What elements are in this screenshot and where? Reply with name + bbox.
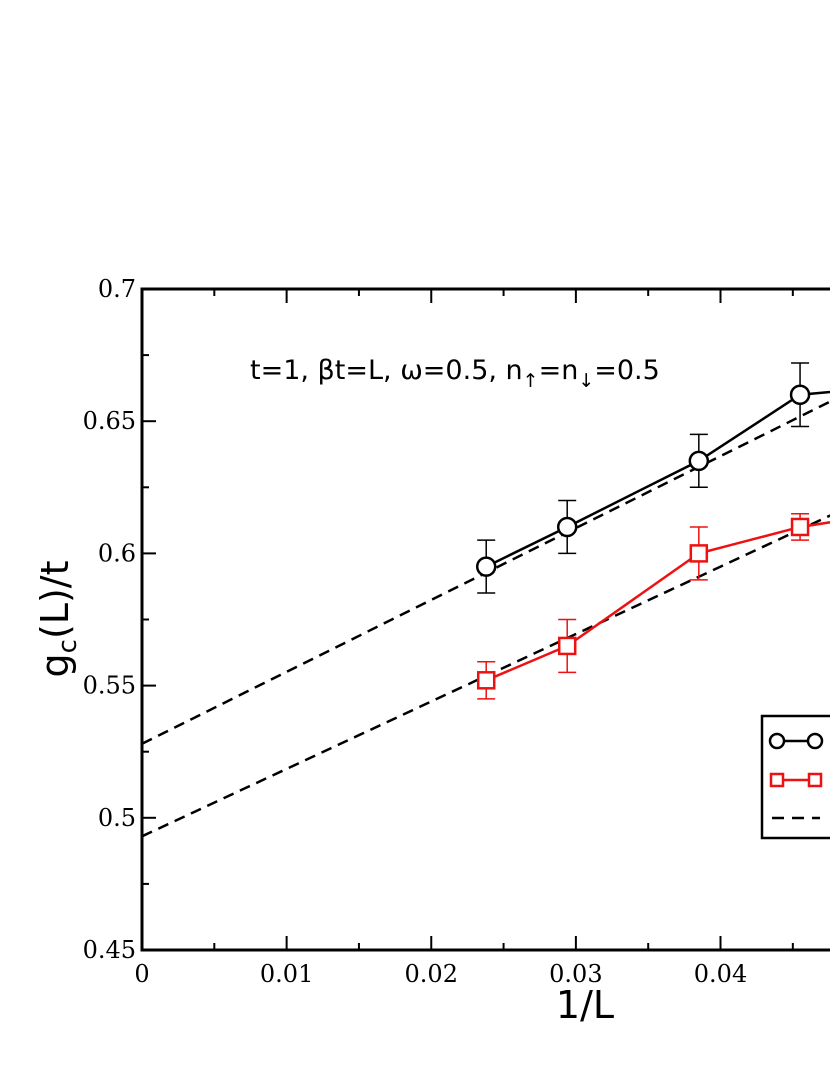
- x-tick-label: 0.02: [405, 960, 458, 988]
- x-tick-label: 0.04: [694, 960, 747, 988]
- y-axis-title: gc(L)/t: [33, 561, 83, 678]
- series-1-point: [475, 556, 497, 577]
- series-1-point: [556, 516, 578, 538]
- parameter-annotation: t=1, βt=L, ω=0.5, n↑=n↓=0.5: [250, 355, 660, 392]
- x-tick-label: 0.01: [260, 960, 313, 988]
- legend-series-1-marker: [768, 732, 786, 750]
- y-axis-title-rest: (L)/t: [33, 561, 77, 640]
- plot-border: [140, 287, 830, 952]
- y-tick-label: 0.45: [83, 936, 136, 964]
- y-tick-label: 0.5: [98, 804, 136, 832]
- series-1-point: [688, 450, 710, 472]
- annotation-part-2: =n: [539, 355, 579, 386]
- plot-area: [142, 362, 830, 838]
- y-axis-title-sub: c: [53, 639, 83, 653]
- y-tick-label: 0.6: [98, 539, 136, 567]
- y-tick-label: 0.7: [98, 275, 136, 303]
- annotation-part-1: t=1, βt=L, ω=0.5, n: [250, 355, 523, 386]
- series-1-point: [789, 384, 811, 406]
- annotation-sub-down: ↓: [578, 370, 594, 392]
- legend-series-2-marker: [769, 772, 785, 788]
- annotation-sub-up: ↑: [523, 370, 539, 392]
- x-axis-title: 1/L: [556, 983, 614, 1027]
- series-2-point: [790, 517, 810, 537]
- fit-line-1: [142, 400, 830, 745]
- series-2-point: [476, 671, 496, 690]
- y-tick-label: 0.55: [83, 672, 136, 700]
- y-axis-title-g: g: [33, 653, 77, 677]
- legend: [760, 714, 830, 840]
- annotation-part-3: =0.5: [594, 355, 660, 386]
- legend-series-2-marker: [807, 772, 823, 788]
- series-2-point: [557, 636, 577, 656]
- svg-text:gc(L)/t: gc(L)/t: [33, 561, 83, 678]
- x-tick-label: 0.03: [549, 960, 602, 988]
- x-tick-label: 0: [134, 960, 149, 988]
- y-tick-label: 0.65: [83, 407, 136, 435]
- legend-series-1-marker: [806, 732, 824, 750]
- axis-tick-labels: 0 0.01 0.02 0.03 0.04 0.45 0.5 0.55 0.6 0.65 0.7: [83, 275, 748, 988]
- series-2-point: [689, 544, 709, 563]
- plot-frame: [140, 287, 830, 952]
- fit-line-2: [142, 514, 830, 838]
- axis-ticks: [141, 288, 794, 951]
